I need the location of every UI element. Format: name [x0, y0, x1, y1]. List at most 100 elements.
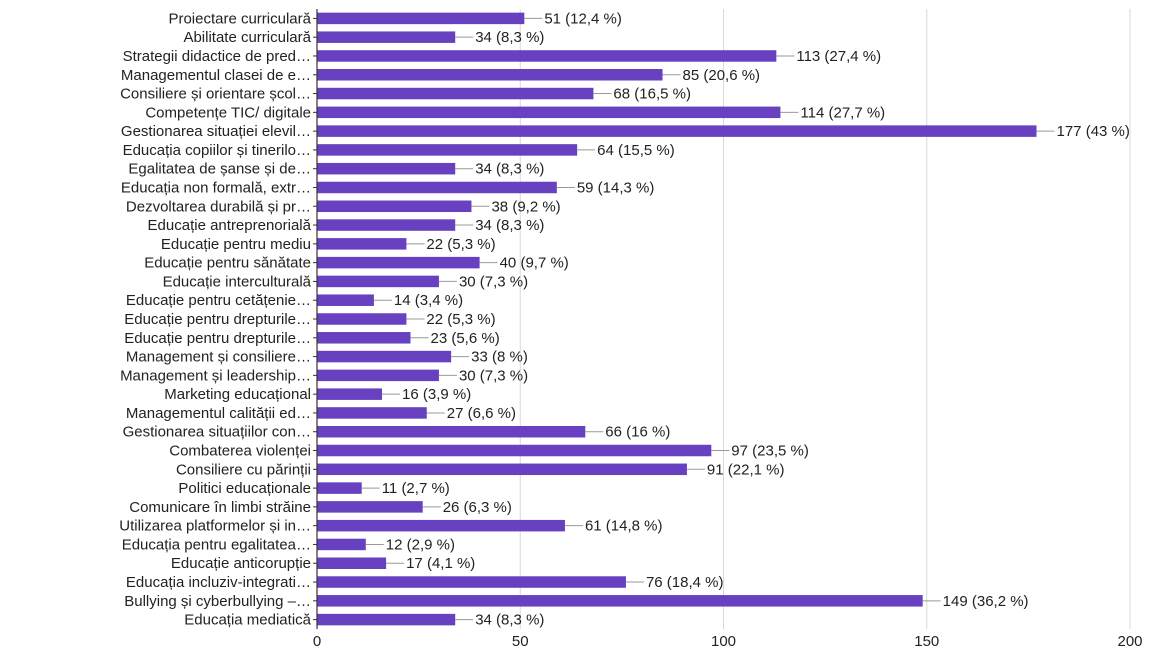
value-label: 61 (14,8 %) — [585, 518, 663, 535]
value-label: 34 (8,3 %) — [475, 29, 544, 46]
category-label: Management și consiliere… — [126, 349, 311, 366]
value-label: 113 (27,4 %) — [796, 48, 881, 65]
bar — [317, 200, 472, 213]
bar — [317, 238, 407, 250]
category-label: Managementul calității ed… — [126, 405, 311, 422]
bar — [317, 219, 456, 231]
value-label: 40 (9,7 %) — [500, 255, 569, 272]
value-label: 34 (8,3 %) — [475, 612, 544, 629]
category-label: Gestionarea situației elevil… — [121, 123, 311, 140]
value-label: 51 (12,4 %) — [544, 10, 622, 27]
value-label: 114 (27,7 %) — [800, 104, 885, 121]
bar — [317, 576, 626, 588]
value-label: 177 (43 %) — [1057, 123, 1130, 140]
value-label: 85 (20,6 %) — [683, 67, 761, 84]
x-tick-label: 150 — [914, 633, 939, 649]
category-label: Utilizarea platformelor și in… — [119, 518, 311, 535]
bar — [317, 87, 594, 100]
value-label: 12 (2,9 %) — [386, 536, 455, 553]
bar — [317, 444, 712, 457]
value-label: 64 (15,5 %) — [597, 142, 675, 159]
category-label: Comunicare în limbi străine — [129, 499, 311, 516]
bar — [317, 106, 781, 119]
category-label: Educația non formală, extr… — [121, 179, 311, 196]
category-label: Educația mediatică — [184, 612, 311, 629]
labels: 0 50 100 150 200 Proiectare curriculară 51 (12… — [119, 10, 1142, 650]
category-label: Educație pentru sănătate — [144, 255, 311, 272]
value-label: 34 (8,3 %) — [475, 217, 544, 234]
bar — [317, 162, 456, 175]
category-label: Educație pentru drepturile… — [124, 330, 311, 347]
category-label: Educația incluziv-integrati… — [126, 574, 311, 591]
value-label: 30 (7,3 %) — [459, 273, 528, 290]
category-label: Management și leadership… — [120, 367, 311, 384]
bar — [317, 369, 439, 382]
category-label: Consiliere și orientare școl… — [120, 86, 311, 103]
value-label: 149 (36,2 %) — [943, 593, 1029, 610]
bar — [317, 294, 374, 306]
category-label: Educație anticorupție — [171, 555, 311, 572]
x-tick-label: 50 — [512, 633, 529, 649]
category-label: Proiectare curriculară — [168, 10, 311, 27]
x-tick-label: 200 — [1117, 633, 1142, 649]
value-label: 17 (4,1 %) — [406, 555, 475, 572]
value-label: 11 (2,7 %) — [382, 480, 450, 497]
x-tick-label: 100 — [711, 633, 736, 649]
category-label: Marketing educațional — [164, 386, 311, 403]
bar — [317, 595, 923, 607]
bar — [317, 275, 439, 288]
value-label: 16 (3,9 %) — [402, 386, 471, 403]
value-label: 27 (6,6 %) — [447, 405, 516, 422]
value-label: 76 (18,4 %) — [646, 574, 724, 591]
x-tick-label: 0 — [313, 633, 321, 649]
category-label: Educația pentru egalitatea… — [122, 536, 311, 553]
bar — [317, 388, 383, 400]
bar — [317, 557, 387, 569]
value-label: 59 (14,3 %) — [577, 179, 655, 196]
category-label: Politici educaționale — [178, 480, 311, 497]
category-label: Educație pentru mediu — [161, 236, 311, 253]
category-label: Combaterea violenței — [169, 443, 311, 460]
value-label: 22 (5,3 %) — [426, 311, 495, 328]
bar — [317, 463, 687, 476]
value-label: 38 (9,2 %) — [491, 198, 560, 215]
value-label: 97 (23,5 %) — [731, 443, 809, 460]
bar — [317, 50, 777, 62]
bar — [317, 482, 362, 494]
axes — [313, 9, 318, 629]
bar — [317, 425, 586, 438]
bar — [317, 12, 525, 25]
bar — [317, 501, 423, 513]
category-label: Egalitatea de șanse și de… — [128, 161, 311, 178]
value-label: 14 (3,4 %) — [394, 292, 463, 309]
value-label: 68 (16,5 %) — [613, 86, 691, 103]
category-label: Strategii didactice de pred… — [123, 48, 311, 65]
category-label: Educație antreprenorială — [148, 217, 312, 234]
bar — [317, 69, 663, 81]
bar — [317, 31, 456, 43]
bar — [317, 181, 557, 194]
value-label: 30 (7,3 %) — [459, 367, 528, 384]
value-label: 22 (5,3 %) — [426, 236, 495, 253]
bar — [317, 256, 480, 269]
bar — [317, 313, 407, 325]
value-label: 33 (8 %) — [471, 349, 528, 366]
value-label: 66 (16 %) — [605, 424, 670, 441]
category-label: Abilitate curriculară — [183, 29, 311, 46]
category-label: Educație pentru drepturile… — [124, 311, 311, 328]
bars — [317, 12, 1037, 626]
bar — [317, 613, 456, 626]
category-label: Bullying și cyberbullying –… — [124, 593, 311, 610]
category-label: Educația copiilor și tinerilo… — [123, 142, 311, 159]
category-label: Educație pentru cetățenie… — [126, 292, 311, 309]
value-label: 23 (5,6 %) — [430, 330, 499, 347]
category-label: Managementul clasei de e… — [121, 67, 311, 84]
value-label: 34 (8,3 %) — [475, 161, 544, 178]
bar — [317, 350, 452, 363]
category-label: Dezvoltarea durabilă și pr… — [126, 198, 311, 215]
bar — [317, 332, 411, 344]
value-label: 26 (6,3 %) — [443, 499, 512, 516]
bar — [317, 125, 1037, 137]
